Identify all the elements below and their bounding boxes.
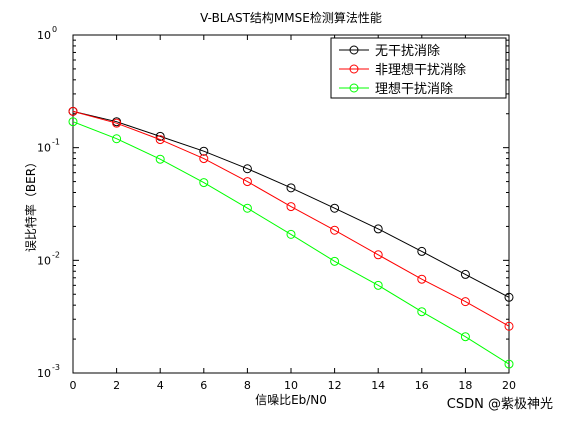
data-point	[155, 135, 165, 145]
data-point	[330, 203, 340, 213]
data-point	[504, 359, 514, 369]
x-tick-label: 2	[113, 379, 120, 392]
watermark-text: CSDN @紫极神光	[447, 397, 553, 412]
series-line	[72, 110, 510, 327]
y-tick-label: 10 -1	[37, 138, 60, 155]
data-point	[286, 183, 296, 193]
legend-label: 理想干扰消除	[375, 81, 453, 97]
y-tick-exponent: 0	[52, 25, 57, 34]
series-1	[68, 106, 514, 331]
data-point	[460, 297, 470, 307]
data-point	[286, 229, 296, 239]
y-tick-base: 10	[37, 367, 51, 380]
x-tick-label: 8	[244, 379, 251, 392]
series-2	[68, 117, 514, 369]
series-line	[72, 110, 510, 298]
x-tick-label: 14	[371, 379, 385, 392]
data-point	[373, 280, 383, 290]
data-point	[286, 202, 296, 212]
data-point	[373, 250, 383, 260]
data-point	[112, 134, 122, 144]
x-tick-label: 18	[458, 379, 472, 392]
legend-item: 理想干扰消除	[339, 81, 453, 97]
data-point	[373, 224, 383, 234]
chart-title: V-BLAST结构MMSE检测算法性能	[200, 10, 382, 25]
x-tick-label: 10	[284, 379, 298, 392]
y-axis-label: 误比特率（BER）	[23, 156, 38, 252]
data-point	[417, 274, 427, 284]
data-point	[330, 225, 340, 235]
legend-label: 无干扰消除	[375, 44, 440, 59]
data-point	[242, 203, 252, 213]
data-point	[242, 164, 252, 174]
y-tick-base: 10	[37, 254, 51, 267]
legend-marker	[349, 64, 359, 74]
y-tick-exponent: -1	[52, 138, 60, 147]
x-tick-label: 6	[200, 379, 207, 392]
legend-item: 无干扰消除	[339, 44, 440, 59]
data-point	[417, 307, 427, 317]
data-point	[504, 292, 514, 302]
data-point	[417, 246, 427, 256]
x-tick-label: 16	[415, 379, 429, 392]
x-tick-label: 12	[328, 379, 342, 392]
x-tick-label: 0	[70, 379, 77, 392]
legend-marker	[349, 45, 359, 55]
y-tick-label: 10 -3	[37, 363, 60, 380]
data-point	[155, 154, 165, 164]
data-point	[68, 106, 78, 116]
data-point	[199, 146, 209, 156]
x-tick-label: 4	[157, 379, 164, 392]
data-point	[460, 332, 470, 342]
data-point	[242, 177, 252, 187]
data-point	[504, 321, 514, 331]
y-tick-base: 10	[37, 142, 51, 155]
data-point	[68, 117, 78, 127]
x-tick-label: 20	[502, 379, 516, 392]
data-point	[199, 178, 209, 188]
data-point	[199, 154, 209, 164]
y-tick-base: 10	[37, 29, 51, 42]
x-axis-label: 信噪比Eb/N0	[255, 393, 327, 407]
y-tick-label: 10 -2	[37, 250, 60, 267]
legend-marker	[349, 83, 359, 93]
y-tick-exponent: -2	[52, 250, 60, 259]
legend-label: 非理想干扰消除	[375, 62, 466, 78]
y-tick-label: 10 0	[37, 25, 57, 42]
legend-item: 非理想干扰消除	[339, 62, 466, 78]
data-point	[460, 269, 470, 279]
data-point	[112, 118, 122, 128]
data-point	[155, 131, 165, 141]
series-line	[72, 121, 510, 365]
y-tick-exponent: -3	[52, 363, 60, 372]
data-point	[330, 256, 340, 266]
